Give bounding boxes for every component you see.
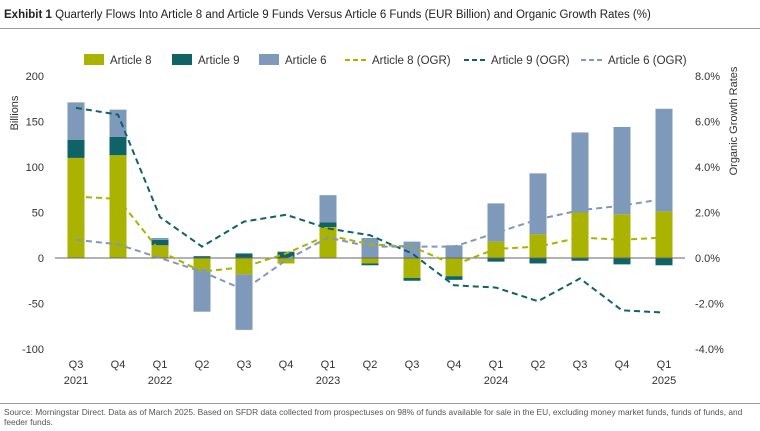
bar-article-6 [277,251,295,253]
bar-article-6 [571,132,589,213]
y-tick-label: -50 [28,299,44,311]
bottom-rule [0,403,760,404]
bar-article-9 [529,258,547,264]
x-tick-label: Q3 [573,359,588,371]
legend-label: Article 8 [110,55,152,67]
bar-article-9 [571,258,589,261]
y2-tick-label: 0.0% [695,253,720,265]
x-tick-year: 2022 [148,375,172,387]
bar-article-6 [235,274,253,330]
bar-article-9 [613,258,631,265]
bar-article-6 [529,173,547,235]
top-rule [0,28,760,29]
x-tick-year: 2024 [484,375,508,387]
bar-article-6 [151,237,169,240]
bar-article-8 [571,212,589,258]
bar-article-8 [403,258,421,279]
bar-article-9 [319,222,337,228]
legend-label: Article 6 [285,55,327,67]
legend-swatch [172,54,192,65]
exhibit-label: Exhibit 1 [4,9,52,21]
bar-article-6 [67,102,85,140]
bar-article-9 [445,276,463,280]
x-tick-label: Q1 [153,359,168,371]
bar-article-6 [109,109,127,137]
x-tick-label: Q4 [447,359,462,371]
legend-swatch [84,54,104,65]
bar-article-8 [655,211,673,258]
legend-label: Article 8 (OGR) [372,55,451,67]
bar-article-8 [361,258,379,264]
bar-article-6 [193,268,211,312]
chart-title: Exhibit 1 Quarterly Flows Into Article 8… [4,9,651,21]
bar-article-8 [151,245,169,258]
bar-article-9 [109,136,127,156]
bar-article-6 [655,108,673,212]
y2-tick-label: 2.0% [695,208,720,220]
bar-article-8 [277,258,295,264]
x-tick-label: Q1 [657,359,672,371]
y-tick-label: 200 [26,71,44,83]
line-article-6-ogr [75,197,665,291]
x-tick-label: Q4 [111,359,126,371]
legend-label: Article 9 [198,55,240,67]
x-tick-label: Q1 [321,359,336,371]
bar-article-8 [67,157,85,258]
legend-swatch [259,54,279,65]
legend-label: Article 9 (OGR) [491,55,570,67]
line-article-9-ogr [75,106,665,314]
bar-article-9 [67,139,85,158]
bar-article-9 [655,258,673,266]
bar-article-8 [613,214,631,258]
bar-article-6 [319,195,337,223]
line-article-8-ogr [75,195,665,273]
y2-tick-label: 6.0% [695,117,720,129]
legend-label: Article 6 (OGR) [608,55,687,67]
y-tick-label: 100 [26,162,44,174]
bar-article-9 [277,251,295,258]
bar-article-9 [193,256,211,258]
y2-tick-label: -4.0% [695,344,724,356]
bar-article-8 [109,155,127,258]
flows-chart: -100 -50 0 50 100 150 200 -4.0% -2.0% 0.0% 2.0% 4.0… [9,54,740,387]
x-tick-label: Q3 [69,359,84,371]
bar-article-9 [235,253,253,258]
bar-article-8 [445,258,463,277]
x-tick-label: Q3 [405,359,420,371]
x-tick-label: Q3 [237,359,252,371]
y2-axis-title: Organic Growth Rates [728,66,740,175]
bar-article-9 [151,239,169,246]
x-tick-label: Q1 [489,359,504,371]
y-tick-label: 50 [32,208,44,220]
x-tick-year: 2023 [316,375,340,387]
bar-article-6 [361,237,379,258]
bar-article-9 [487,258,505,262]
y-tick-label: 0 [38,253,44,265]
title-text: Quarterly Flows Into Article 8 and Artic… [55,9,651,21]
bar-article-8 [193,258,211,269]
x-tick-year: 2025 [652,375,676,387]
bar-article-8 [319,227,337,258]
x-tick-label: Q2 [531,359,546,371]
x-tick-label: Q4 [615,359,630,371]
x-tick-label: Q4 [279,359,294,371]
bar-article-9 [361,263,379,266]
x-tick-label: Q2 [195,359,210,371]
x-tick-year: 2021 [64,375,88,387]
bar-article-9 [403,278,421,281]
y2-tick-label: 4.0% [695,162,720,174]
bar-article-8 [235,258,253,275]
source-note: Source: Morningstar Direct. Data as of M… [4,407,743,427]
bar-article-6 [613,126,631,215]
x-tick-label: Q2 [363,359,378,371]
y-axis-title: Billions [9,95,21,130]
y-tick-label: -100 [22,344,44,356]
y-tick-label: 150 [26,117,44,129]
y2-tick-label: 8.0% [695,71,720,83]
bar-article-6 [445,245,463,258]
y2-tick-label: -2.0% [695,299,724,311]
